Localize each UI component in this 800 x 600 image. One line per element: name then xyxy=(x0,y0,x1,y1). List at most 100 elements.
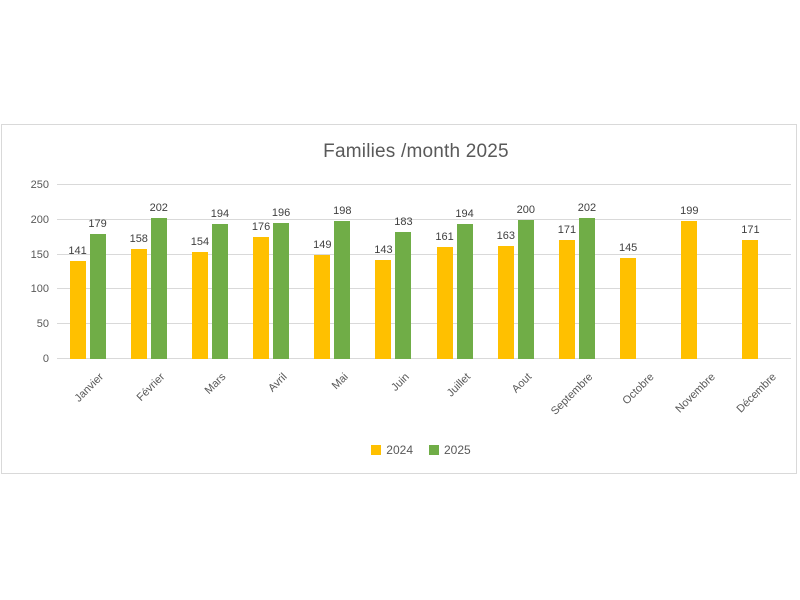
data-label: 202 xyxy=(577,202,597,215)
data-label: 194 xyxy=(455,208,474,220)
bar-slot: 145 xyxy=(618,185,638,359)
bar-2024 xyxy=(742,240,759,359)
y-axis-tick-label: 150 xyxy=(30,248,49,261)
category-group: 141 179 xyxy=(57,185,118,359)
data-label: 163 xyxy=(496,229,515,242)
x-axis-tick-label: Juillet xyxy=(444,371,474,400)
legend-item: 2025 xyxy=(429,443,471,457)
legend-label: 2025 xyxy=(444,443,471,457)
bar-slot: 176 xyxy=(251,185,271,359)
bar-2024 xyxy=(130,249,147,359)
data-label: 176 xyxy=(251,220,271,233)
data-label: 171 xyxy=(741,224,760,236)
x-axis-tick-label: Janvier xyxy=(72,371,107,405)
bar-slot: 171 xyxy=(741,185,760,359)
category-group: 154 194 xyxy=(179,185,240,359)
category-group: 171 202 xyxy=(546,185,607,359)
data-label: 143 xyxy=(374,243,393,256)
category-group: 143 183 xyxy=(363,185,424,359)
bar-2024 xyxy=(681,220,698,359)
x-axis-tick-label: Octobre xyxy=(620,371,657,408)
data-label: 158 xyxy=(129,233,148,245)
x-axis-tick-label: Mars xyxy=(202,371,229,397)
data-label: 202 xyxy=(149,202,168,215)
data-label: 199 xyxy=(680,204,699,217)
bar-slot: 196 xyxy=(271,185,291,359)
gridline xyxy=(57,184,791,185)
bar-slot: 194 xyxy=(455,185,474,359)
plot-area: 0 50 100 150 200 250 141 179 158 202 154 194 176 196 1… xyxy=(31,179,791,418)
y-axis-tick-label: 50 xyxy=(36,318,49,331)
gridline xyxy=(57,253,791,255)
bar-2024 xyxy=(314,255,331,359)
data-label: 145 xyxy=(618,242,638,255)
bar-2024 xyxy=(191,251,208,359)
data-label: 149 xyxy=(313,239,332,252)
gridline xyxy=(57,288,791,290)
data-label: 141 xyxy=(68,244,87,257)
bar-slot: 141 xyxy=(68,185,87,359)
y-axis-tick-label: 0 xyxy=(42,353,49,365)
bar-slot xyxy=(640,185,656,359)
category-group: 158 202 xyxy=(118,185,179,359)
data-label: 171 xyxy=(557,224,577,236)
bar-slot: 171 xyxy=(557,185,577,359)
bar-slot: 158 xyxy=(129,185,148,359)
data-label: 161 xyxy=(435,230,454,243)
y-axis-tick-label: 200 xyxy=(30,213,49,226)
category-group: 149 198 xyxy=(302,185,363,359)
legend-label: 2024 xyxy=(386,443,413,457)
x-axis-tick-label: Décembre xyxy=(734,371,779,416)
bar-2024 xyxy=(558,240,575,359)
bar-slot: 179 xyxy=(88,185,107,359)
bar-slot: 154 xyxy=(190,185,210,359)
legend: 2024 2025 xyxy=(24,443,800,457)
legend-swatch xyxy=(371,445,382,455)
category-group: 161 194 xyxy=(424,185,485,359)
bar-slot: 200 xyxy=(516,185,535,359)
bar-slot: 199 xyxy=(680,185,699,359)
bar-2025 xyxy=(89,234,106,359)
category-group: 145 xyxy=(608,185,669,359)
bar-slot: 202 xyxy=(149,185,168,359)
category-group: 199 xyxy=(669,185,730,359)
bar-2024 xyxy=(497,245,514,359)
bar-2025 xyxy=(517,219,534,359)
bar-slot: 163 xyxy=(496,185,515,359)
chart-title: Families /month 2025 xyxy=(323,141,509,162)
x-axis-tick-label: Aout xyxy=(509,371,535,396)
data-label: 198 xyxy=(333,205,352,218)
bar-slot: 183 xyxy=(394,185,413,359)
chart-container: Families /month 2025 0 50 100 150 200 250 141 1… xyxy=(1,124,797,474)
data-label: 200 xyxy=(516,203,535,216)
data-label: 179 xyxy=(88,218,107,231)
data-label: 154 xyxy=(190,235,210,248)
x-axis-tick-label: Novembre xyxy=(673,371,718,416)
bar-2025 xyxy=(395,231,412,359)
bar-slot xyxy=(762,185,778,359)
category-group: 176 196 xyxy=(241,185,302,359)
data-label: 183 xyxy=(394,215,413,228)
bar-slot: 149 xyxy=(313,185,332,359)
bar-2025 xyxy=(150,218,167,359)
category-group: 171 xyxy=(730,185,791,359)
gridline xyxy=(57,323,791,325)
legend-swatch xyxy=(429,445,439,455)
bar-2025 xyxy=(211,224,228,359)
data-label: 196 xyxy=(271,206,291,219)
legend-item: 2024 xyxy=(371,443,413,457)
bar-2025 xyxy=(456,224,473,359)
bar-2025 xyxy=(273,222,290,359)
gridline xyxy=(57,358,791,359)
bar-2024 xyxy=(375,259,392,359)
bar-slot: 161 xyxy=(435,185,454,359)
x-axis-tick-label: Septembre xyxy=(548,371,596,418)
bar-2024 xyxy=(69,260,86,359)
bar-slot: 194 xyxy=(211,185,229,359)
y-axis-tick-label: 100 xyxy=(30,283,49,296)
x-axis-tick-label: Mai xyxy=(329,371,351,393)
gridline xyxy=(57,218,791,220)
bar-2024 xyxy=(620,258,637,359)
y-axis-tick-label: 250 xyxy=(30,179,49,191)
